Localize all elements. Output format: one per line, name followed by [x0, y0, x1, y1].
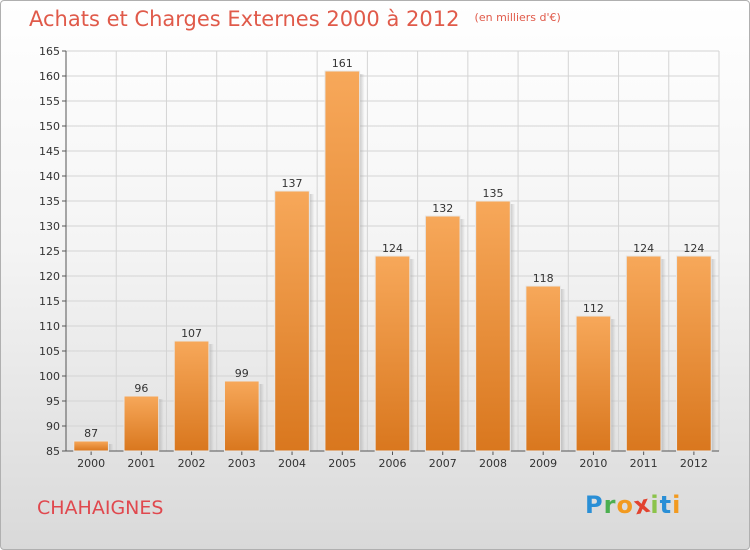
- bar-2001: [123, 395, 160, 452]
- bar-shadow: [610, 319, 616, 451]
- y-tick-label: 105: [39, 345, 60, 358]
- y-tick-label: 165: [39, 45, 60, 58]
- brand-letter: r: [603, 491, 617, 519]
- x-tick-label-2005: 2005: [328, 457, 356, 470]
- labels: 85 90 95 100 105 110 115 120 125 130 135 140 145 150 1…: [39, 45, 708, 470]
- bar-shadow: [108, 444, 114, 451]
- brand-letter: i: [672, 491, 682, 519]
- y-tick-label: 100: [39, 370, 60, 383]
- x-tick-label-2011: 2011: [630, 457, 658, 470]
- y-tick-label: 150: [39, 120, 60, 133]
- bar-shadow: [208, 344, 214, 451]
- bar-shadow: [309, 194, 315, 451]
- value-label-2001: 96: [134, 382, 148, 395]
- x-tick-label-2004: 2004: [278, 457, 306, 470]
- y-tick-label: 95: [46, 395, 60, 408]
- value-label-2009: 118: [533, 272, 554, 285]
- bar-2007: [424, 215, 461, 452]
- brand-letter: P: [585, 491, 604, 519]
- bar-2008: [475, 200, 511, 452]
- y-tick-label: 140: [39, 170, 60, 183]
- brand-letter: i: [650, 491, 660, 519]
- brand-logo: Proxiti: [585, 490, 682, 521]
- bar-2012: [676, 255, 712, 452]
- x-tick-label-2012: 2012: [680, 457, 708, 470]
- x-tick-label-2010: 2010: [579, 457, 607, 470]
- x-tick-label-2000: 2000: [77, 457, 105, 470]
- bar-2000: [73, 440, 109, 452]
- value-label-2004: 137: [282, 177, 303, 190]
- x-tick-label-2008: 2008: [479, 457, 507, 470]
- y-tick-label: 120: [39, 270, 60, 283]
- y-tick-label: 155: [39, 95, 60, 108]
- value-label-2003: 99: [235, 367, 249, 380]
- brand-letter: o: [616, 491, 634, 519]
- value-label-2008: 135: [482, 187, 503, 200]
- y-tick-label: 115: [39, 295, 60, 308]
- value-label-2012: 124: [683, 242, 704, 255]
- bar-shadow: [409, 259, 415, 451]
- y-tick-label: 125: [39, 245, 60, 258]
- y-tick-label: 160: [39, 70, 60, 83]
- chart-title: Achats et Charges Externes 2000 à 2012 (…: [29, 7, 561, 31]
- y-tick-label: 135: [39, 195, 60, 208]
- bar-shadow: [158, 399, 164, 451]
- bar-2003: [223, 380, 260, 452]
- bar-shadow: [660, 259, 666, 451]
- bars: [73, 70, 717, 452]
- x-tick-label-2006: 2006: [379, 457, 407, 470]
- x-tick-label-2002: 2002: [178, 457, 206, 470]
- x-tick-label-2003: 2003: [228, 457, 256, 470]
- brand-letter: t: [659, 491, 673, 519]
- y-tick-label: 85: [46, 445, 60, 458]
- y-tick-label: 110: [39, 320, 60, 333]
- y-tick-label: 90: [46, 420, 60, 433]
- value-label-2011: 124: [633, 242, 654, 255]
- y-tick-label: 145: [39, 145, 60, 158]
- bar-2002: [173, 340, 210, 452]
- value-label-2010: 112: [583, 302, 604, 315]
- bar-shadow: [359, 74, 365, 451]
- town-name: CHAHAIGNES: [37, 497, 164, 519]
- value-label-2005: 161: [332, 57, 353, 70]
- y-tick-label: 130: [39, 220, 60, 233]
- bar-2004: [274, 190, 310, 452]
- value-label-2000: 87: [84, 427, 98, 440]
- chart-subtitle: (en milliers d'€): [474, 11, 561, 24]
- value-label-2007: 132: [432, 202, 453, 215]
- bar-shadow: [711, 259, 717, 451]
- bar-shadow: [560, 289, 566, 451]
- x-tick-label-2007: 2007: [429, 457, 457, 470]
- bar-shadow: [510, 204, 516, 451]
- bar-2006: [374, 255, 411, 452]
- bar-2009: [525, 285, 562, 452]
- bar-shadow: [259, 384, 265, 451]
- bar-2005: [324, 70, 361, 452]
- bar-shadow: [460, 219, 466, 451]
- value-label-2006: 124: [382, 242, 403, 255]
- x-tick-label-2009: 2009: [529, 457, 557, 470]
- bar-2010: [575, 315, 612, 452]
- x-tick-label-2001: 2001: [127, 457, 155, 470]
- chart-title-text: Achats et Charges Externes 2000 à 2012: [29, 7, 460, 31]
- bar-2011: [625, 255, 662, 452]
- value-label-2002: 107: [181, 327, 202, 340]
